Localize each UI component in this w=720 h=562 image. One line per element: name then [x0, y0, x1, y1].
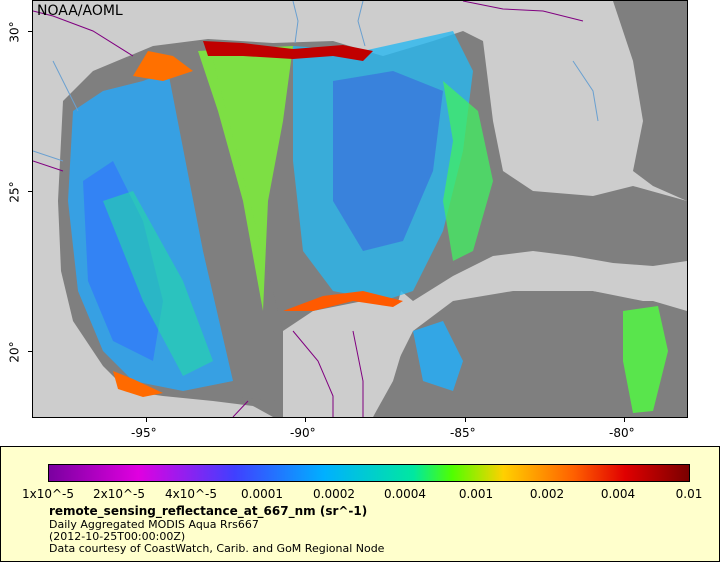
colorbar-label: 1x10^-5	[21, 487, 75, 501]
colorbar-label: 0.0001	[241, 487, 283, 501]
product-name: Daily Aggregated MODIS Aqua Rrs667	[49, 518, 259, 531]
reflectance-caribbean-blue	[413, 321, 463, 391]
reflectance-high-north-coast	[203, 41, 373, 61]
cuba-land	[493, 256, 673, 301]
reflectance-north-green	[198, 46, 293, 311]
colorbar-label: 0.004	[600, 487, 636, 501]
lat-label-30: 30°	[8, 21, 22, 43]
lat-label-20: 20°	[8, 341, 22, 363]
lon-label-90: -90°	[290, 426, 316, 440]
yucatan-land	[283, 301, 405, 417]
colorbar-label: 2x10^-5	[92, 487, 146, 501]
colorbar	[48, 464, 690, 482]
colorbar-label: 0.0004	[384, 487, 426, 501]
legend-panel: 1x10^-5 2x10^-5 4x10^-5 0.0001 0.0002 0.…	[0, 446, 720, 562]
lon-label-80: -80°	[609, 426, 635, 440]
colorbar-label: 0.0002	[313, 487, 355, 501]
reflectance-high-yucatan	[283, 291, 403, 311]
reflectance-caribbean	[623, 306, 668, 413]
lat-tick-30	[28, 31, 32, 32]
colorbar-label: 0.001	[458, 487, 494, 501]
map-view[interactable]: NOAA/AOML	[32, 0, 688, 418]
lon-tick-90	[305, 418, 306, 422]
political-borders	[33, 1, 584, 417]
lat-tick-20	[28, 351, 32, 352]
lon-tick-95	[146, 418, 147, 422]
reflectance-high-southwest	[113, 371, 163, 397]
reflectance-high-north-orange	[133, 51, 193, 81]
reflectance-central	[293, 31, 473, 301]
lat-tick-25	[28, 191, 32, 192]
reflectance-central-purple	[333, 71, 443, 251]
map-canvas	[33, 1, 687, 417]
data-credit: Data courtesy of CoastWatch, Carib. and …	[49, 542, 385, 555]
lon-label-95: -95°	[131, 426, 157, 440]
colorbar-label: 4x10^-5	[164, 487, 218, 501]
lon-tick-85	[465, 418, 466, 422]
colorbar-label: 0.01	[675, 487, 703, 501]
timestamp: (2012-10-25T00:00:00Z)	[49, 530, 186, 543]
variable-name: remote_sensing_reflectance_at_667_nm (sr…	[49, 504, 368, 518]
rivers	[33, 1, 599, 162]
reflectance-east-green	[443, 81, 493, 261]
reflectance-west-green	[103, 191, 213, 376]
atlantic-water	[613, 1, 687, 201]
source-label: NOAA/AOML	[37, 3, 123, 19]
reflectance-west-inner	[83, 161, 163, 361]
lon-label-85: -85°	[450, 426, 476, 440]
lon-tick-80	[624, 418, 625, 422]
swath-gap	[163, 41, 283, 401]
colorbar-label: 0.002	[529, 487, 565, 501]
lat-label-25: 25°	[8, 181, 22, 203]
